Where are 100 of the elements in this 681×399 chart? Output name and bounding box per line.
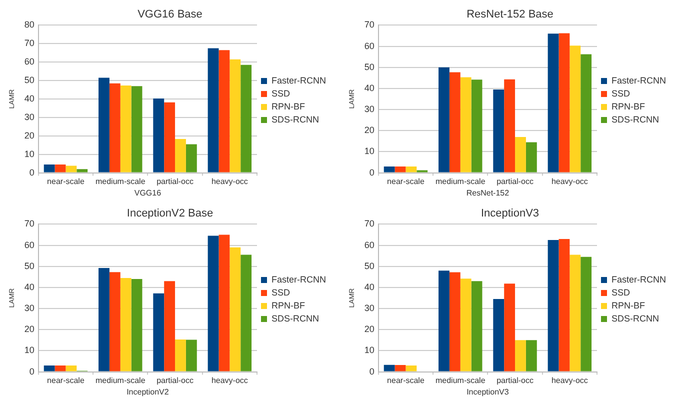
x-axis-title: VGG16 (134, 188, 162, 198)
x-tick-label: heavy-occ (211, 376, 248, 385)
y-tick-label: 20 (364, 324, 374, 334)
bar (164, 281, 176, 372)
legend-label: SDS-RCNN (272, 114, 320, 124)
bar (240, 64, 252, 172)
bar (208, 48, 219, 172)
bar (504, 284, 516, 372)
chart-title: VGG16 Base (138, 8, 202, 21)
y-tick-label: 50 (364, 260, 374, 271)
y-tick-label: 40 (364, 82, 374, 93)
bar (66, 166, 77, 172)
x-tick-label: heavy-occ (551, 376, 588, 385)
y-tick-label: 60 (24, 56, 34, 67)
bar (460, 77, 472, 172)
y-tick-label: 40 (24, 93, 34, 104)
bar (54, 164, 66, 172)
x-tick-label: near-scale (387, 176, 425, 186)
y-tick-label: 10 (24, 148, 34, 159)
bar (493, 90, 504, 172)
bar (558, 33, 570, 172)
x-tick-label: heavy-occ (211, 176, 248, 186)
y-tick-label: 60 (364, 240, 374, 250)
bar (76, 169, 88, 172)
x-tick-label: partial-occ (496, 376, 534, 385)
bar (164, 102, 176, 172)
legend-label: RPN-BF (612, 300, 646, 310)
bar (438, 67, 450, 172)
y-tick-label: 10 (24, 345, 34, 356)
bar (218, 50, 230, 172)
bar (98, 78, 110, 172)
legend-label: SSD (272, 88, 291, 98)
bar (240, 254, 252, 372)
y-tick-label: 70 (24, 38, 34, 48)
y-tick-label: 20 (364, 125, 374, 136)
y-tick-label: 20 (24, 130, 34, 140)
legend-label: SDS-RCNN (612, 313, 660, 324)
bar (384, 364, 395, 372)
legend-label: Faster-RCNN (612, 75, 666, 86)
bar (570, 46, 581, 172)
bar (44, 164, 55, 172)
bar (54, 365, 66, 372)
legend-label: Faster-RCNN (612, 274, 666, 284)
legend-label: RPN-BF (612, 101, 646, 112)
bar (526, 340, 537, 372)
x-tick-label: medium-scale (95, 176, 146, 186)
bar (230, 247, 241, 372)
x-axis-title: InceptionV2 (126, 387, 170, 396)
bar (580, 256, 592, 372)
bar (504, 79, 516, 172)
bar (230, 59, 241, 172)
y-tick-label: 40 (24, 282, 34, 292)
y-tick-label: 60 (24, 240, 34, 250)
x-tick-label: near-scale (47, 176, 85, 186)
bar (394, 166, 406, 172)
bar (570, 254, 581, 372)
chart-title: ResNet-152 Base (466, 8, 554, 21)
legend-label: Faster-RCNN (272, 274, 326, 284)
x-tick-label: near-scale (387, 376, 425, 385)
bar (449, 72, 460, 172)
bar (515, 136, 526, 172)
y-tick-label: 50 (24, 260, 34, 271)
bar (120, 86, 132, 172)
legend-label: RPN-BF (272, 300, 306, 310)
legend-label: SDS-RCNN (612, 114, 660, 124)
bar (548, 34, 559, 172)
x-tick-label: partial-occ (156, 176, 194, 186)
y-tick-label: 40 (364, 282, 374, 292)
bar (153, 98, 164, 172)
legend-label: SSD (272, 287, 291, 298)
bar (515, 340, 526, 372)
bar (208, 236, 219, 372)
y-tick-label: 70 (364, 218, 374, 229)
x-tick-label: medium-scale (95, 376, 146, 385)
bar (384, 166, 395, 172)
y-tick-label: 60 (364, 40, 374, 51)
bar (493, 299, 504, 372)
bar (394, 365, 406, 372)
bar (558, 238, 570, 372)
y-tick-label: 0 (29, 366, 34, 376)
chart-title: InceptionV2 Base (126, 208, 214, 220)
bar (153, 293, 164, 372)
bar (186, 144, 197, 172)
bar (131, 86, 142, 172)
y-tick-label: 20 (24, 324, 34, 334)
legend-label: SDS-RCNN (272, 313, 320, 324)
bar (175, 340, 186, 372)
x-tick-label: medium-scale (435, 176, 486, 186)
bar (460, 278, 472, 372)
chart-title: InceptionV3 (480, 208, 540, 220)
x-tick-label: medium-scale (435, 376, 486, 385)
bar (44, 365, 55, 372)
legend-label: SSD (612, 287, 631, 298)
bar (66, 365, 77, 372)
bar (175, 139, 186, 172)
bar (548, 240, 559, 372)
y-tick-label: 30 (364, 303, 374, 314)
bar (449, 272, 460, 372)
x-tick-label: partial-occ (156, 376, 194, 385)
y-tick-label: 10 (364, 345, 374, 356)
